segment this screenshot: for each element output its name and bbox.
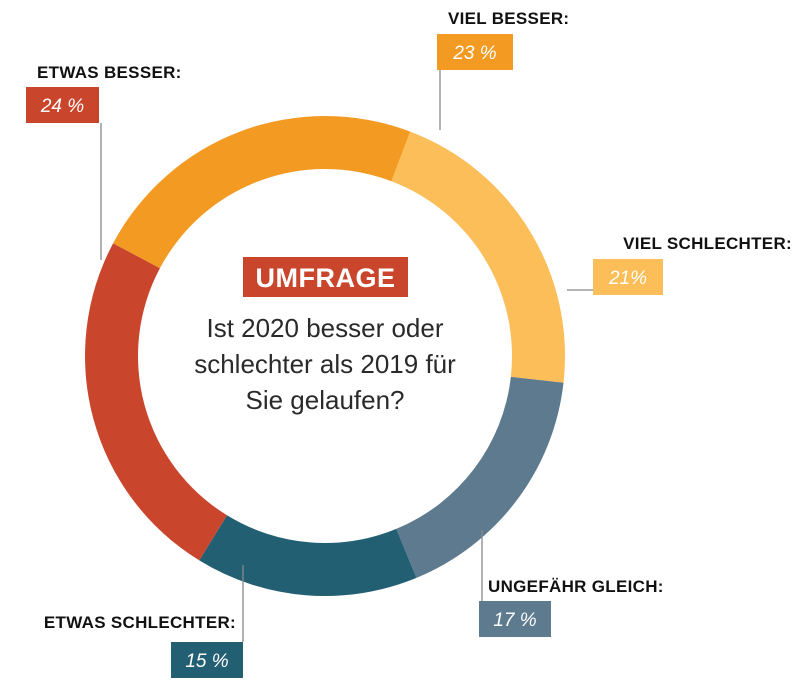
category-label-etwas-schlechter: ETWAS SCHLECHTER: — [44, 613, 236, 632]
donut-slices — [84, 115, 565, 596]
value-box-viel-schlechter — [593, 259, 663, 295]
category-label-etwas-besser: ETWAS BESSER: — [37, 63, 182, 82]
slice-viel-besser — [113, 115, 411, 269]
value-box-etwas-schlechter — [171, 642, 243, 678]
category-label-ungefaehr-gleich: UNGEFÄHR GLEICH: — [488, 577, 664, 596]
slice-ungefaehr-gleich — [396, 376, 564, 578]
value-label-etwas-schlechter: 15 % — [185, 651, 228, 672]
umfrage-badge-label: UMFRAGE — [256, 263, 396, 293]
center-text: UMFRAGE Ist 2020 besser oder schlechter … — [194, 257, 456, 415]
category-label-viel-schlechter: VIEL SCHLECHTER: — [623, 234, 792, 253]
slice-labels: VIEL BESSER: 23 % VIEL SCHLECHTER: 21% UNGEF… — [26, 9, 792, 678]
value-label-etwas-besser: 24 % — [40, 96, 84, 117]
value-box-etwas-besser — [26, 87, 99, 123]
slice-viel-schlechter — [391, 131, 565, 383]
question-line-3: Sie gelaufen? — [245, 385, 404, 415]
value-box-viel-besser — [437, 34, 513, 70]
slice-etwas-besser — [84, 243, 228, 561]
question-line-1: Ist 2020 besser oder — [206, 313, 443, 343]
question-line-2: schlechter als 2019 für — [194, 349, 456, 379]
slice-etwas-schlechter — [199, 515, 417, 596]
category-label-viel-besser: VIEL BESSER: — [448, 9, 569, 28]
value-label-viel-schlechter: 21% — [608, 268, 647, 289]
value-label-viel-besser: 23 % — [452, 43, 496, 64]
leader-lines — [100, 70, 593, 642]
umfrage-badge — [243, 257, 408, 297]
value-box-ungefaehr-gleich — [479, 601, 551, 637]
value-label-ungefaehr-gleich: 17 % — [493, 610, 536, 631]
